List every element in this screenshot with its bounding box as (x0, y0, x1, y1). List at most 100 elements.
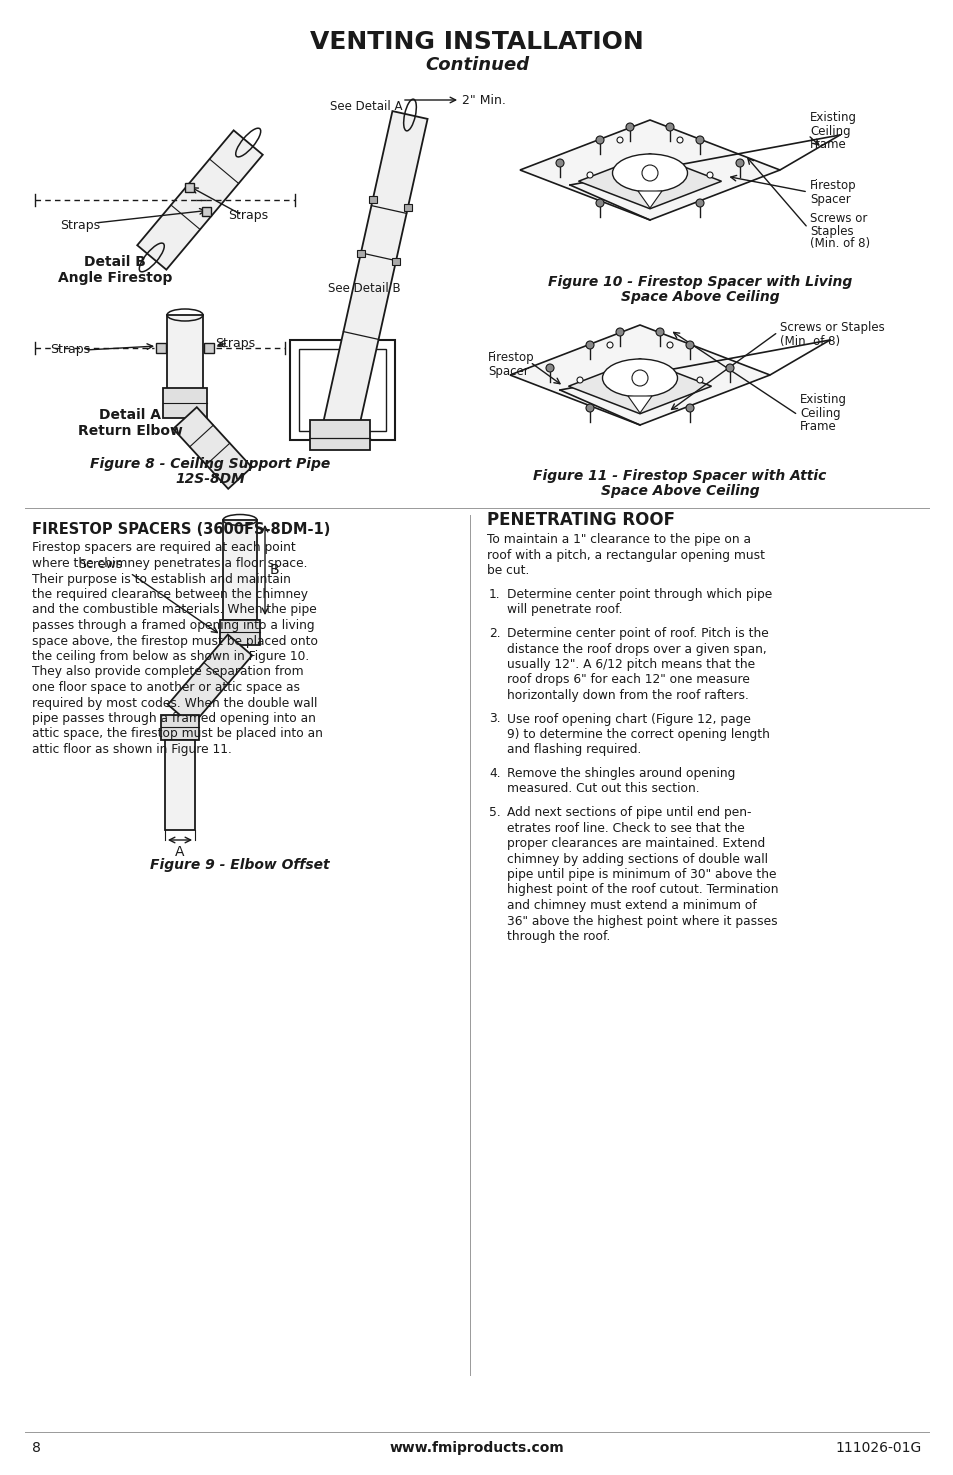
Text: Return Elbow: Return Elbow (77, 423, 182, 438)
Text: (Min. of 8): (Min. of 8) (809, 237, 869, 251)
Text: usually 12". A 6/12 pitch means that the: usually 12". A 6/12 pitch means that the (506, 658, 755, 671)
Text: proper clearances are maintained. Extend: proper clearances are maintained. Extend (506, 836, 764, 850)
Text: 9) to determine the correct opening length: 9) to determine the correct opening leng… (506, 729, 769, 740)
Text: Add next sections of pipe until end pen-: Add next sections of pipe until end pen- (506, 805, 751, 819)
Text: They also provide complete separation from: They also provide complete separation fr… (32, 665, 303, 678)
Text: Ceiling: Ceiling (800, 407, 840, 419)
Text: the required clearance between the chimney: the required clearance between the chimn… (32, 589, 308, 600)
Bar (163, 388, 207, 417)
Polygon shape (173, 407, 252, 488)
Text: Space Above Ceiling: Space Above Ceiling (620, 291, 779, 304)
Text: horizontally down from the roof rafters.: horizontally down from the roof rafters. (506, 689, 748, 702)
Text: Figure 9 - Elbow Offset: Figure 9 - Elbow Offset (150, 858, 330, 872)
Text: Straps: Straps (50, 344, 90, 357)
Text: space above, the firestop must be placed onto: space above, the firestop must be placed… (32, 634, 317, 648)
Circle shape (586, 173, 593, 178)
Text: Screws or Staples: Screws or Staples (780, 322, 883, 335)
Circle shape (685, 404, 693, 412)
Text: Detail B: Detail B (84, 255, 146, 268)
Text: etrates roof line. Check to see that the: etrates roof line. Check to see that the (506, 822, 744, 835)
Text: Figure 10 - Firestop Spacer with Living: Figure 10 - Firestop Spacer with Living (547, 274, 851, 289)
Text: 4.: 4. (489, 767, 500, 780)
Text: chimney by adding sections of double wall: chimney by adding sections of double wal… (506, 853, 767, 866)
Bar (310, 420, 370, 450)
Polygon shape (510, 324, 769, 425)
Bar (298, 350, 386, 431)
Text: 36" above the highest point where it passes: 36" above the highest point where it pas… (506, 914, 777, 928)
Circle shape (725, 364, 733, 372)
Circle shape (545, 364, 554, 372)
Circle shape (697, 378, 702, 384)
Circle shape (696, 136, 703, 145)
Circle shape (665, 122, 673, 131)
Bar (290, 341, 395, 440)
Circle shape (735, 159, 743, 167)
Circle shape (696, 199, 703, 206)
Text: highest point of the roof cutout. Termination: highest point of the roof cutout. Termin… (506, 884, 778, 897)
Text: www.fmiproducts.com: www.fmiproducts.com (389, 1441, 564, 1454)
Bar (403, 204, 412, 211)
Text: Frame: Frame (809, 137, 846, 150)
Text: Firestop: Firestop (488, 351, 534, 364)
Text: roof with a pitch, a rectangular opening must: roof with a pitch, a rectangular opening… (486, 549, 764, 562)
Text: (Min. of 8): (Min. of 8) (780, 335, 840, 348)
Text: Spacer: Spacer (488, 364, 528, 378)
Text: 2" Min.: 2" Min. (461, 93, 505, 106)
Polygon shape (137, 130, 262, 270)
Text: B: B (270, 563, 279, 577)
Text: Figure 11 - Firestop Spacer with Attic: Figure 11 - Firestop Spacer with Attic (533, 469, 826, 482)
Text: Space Above Ceiling: Space Above Ceiling (600, 484, 759, 499)
Polygon shape (519, 119, 780, 220)
Circle shape (616, 327, 623, 336)
Text: Determine center point through which pipe: Determine center point through which pip… (506, 589, 771, 600)
Ellipse shape (602, 358, 677, 397)
Text: Spacer: Spacer (809, 193, 850, 205)
Circle shape (625, 122, 634, 131)
Circle shape (596, 199, 603, 206)
Bar (156, 344, 166, 353)
Text: See Detail B: See Detail B (328, 282, 400, 295)
Text: distance the roof drops over a given span,: distance the roof drops over a given spa… (506, 643, 766, 655)
Circle shape (617, 137, 622, 143)
Bar (161, 715, 199, 740)
Circle shape (585, 404, 594, 412)
Text: FIRESTOP SPACERS (3600FS-8DM-1): FIRESTOP SPACERS (3600FS-8DM-1) (32, 522, 330, 537)
Text: PENETRATING ROOF: PENETRATING ROOF (486, 510, 675, 530)
Text: through the roof.: through the roof. (506, 931, 610, 943)
Text: required by most codes. When the double wall: required by most codes. When the double … (32, 696, 317, 709)
Text: attic space, the firestop must be placed into an: attic space, the firestop must be placed… (32, 727, 322, 740)
Text: will penetrate roof.: will penetrate roof. (506, 603, 622, 617)
Bar (220, 620, 260, 645)
Text: passes through a framed opening into a living: passes through a framed opening into a l… (32, 620, 314, 631)
Text: Screws or: Screws or (809, 211, 866, 224)
Circle shape (677, 137, 682, 143)
Text: Remove the shingles around opening: Remove the shingles around opening (506, 767, 735, 780)
Circle shape (685, 341, 693, 350)
Text: pipe passes through a framed opening into an: pipe passes through a framed opening int… (32, 712, 315, 726)
Text: Firestop spacers are required at each point: Firestop spacers are required at each po… (32, 541, 295, 555)
Text: Angle Firestop: Angle Firestop (58, 271, 172, 285)
Text: Existing: Existing (800, 394, 846, 407)
Circle shape (585, 341, 594, 350)
Text: Firestop: Firestop (809, 180, 856, 193)
Text: Figure 8 - Ceiling Support Pipe: Figure 8 - Ceiling Support Pipe (90, 457, 330, 471)
Text: Continued: Continued (424, 56, 529, 74)
Text: and the combustible materials. When the pipe: and the combustible materials. When the … (32, 603, 316, 617)
Bar (201, 207, 211, 217)
Text: Determine center point of roof. Pitch is the: Determine center point of roof. Pitch is… (506, 627, 768, 640)
Bar (392, 258, 399, 264)
Text: 3.: 3. (489, 712, 500, 726)
Circle shape (606, 342, 613, 348)
Circle shape (706, 173, 712, 178)
Circle shape (596, 136, 603, 145)
Text: measured. Cut out this section.: measured. Cut out this section. (506, 783, 699, 795)
Text: Use roof opening chart (Figure 12, page: Use roof opening chart (Figure 12, page (506, 712, 750, 726)
Text: attic floor as shown in Figure 11.: attic floor as shown in Figure 11. (32, 743, 232, 757)
Polygon shape (568, 358, 711, 414)
Text: be cut.: be cut. (486, 565, 529, 578)
Polygon shape (578, 153, 720, 209)
Text: pipe until pipe is minimum of 30" above the: pipe until pipe is minimum of 30" above … (506, 867, 776, 881)
Text: Staples: Staples (809, 224, 853, 237)
Text: 8: 8 (32, 1441, 41, 1454)
Ellipse shape (612, 153, 687, 192)
